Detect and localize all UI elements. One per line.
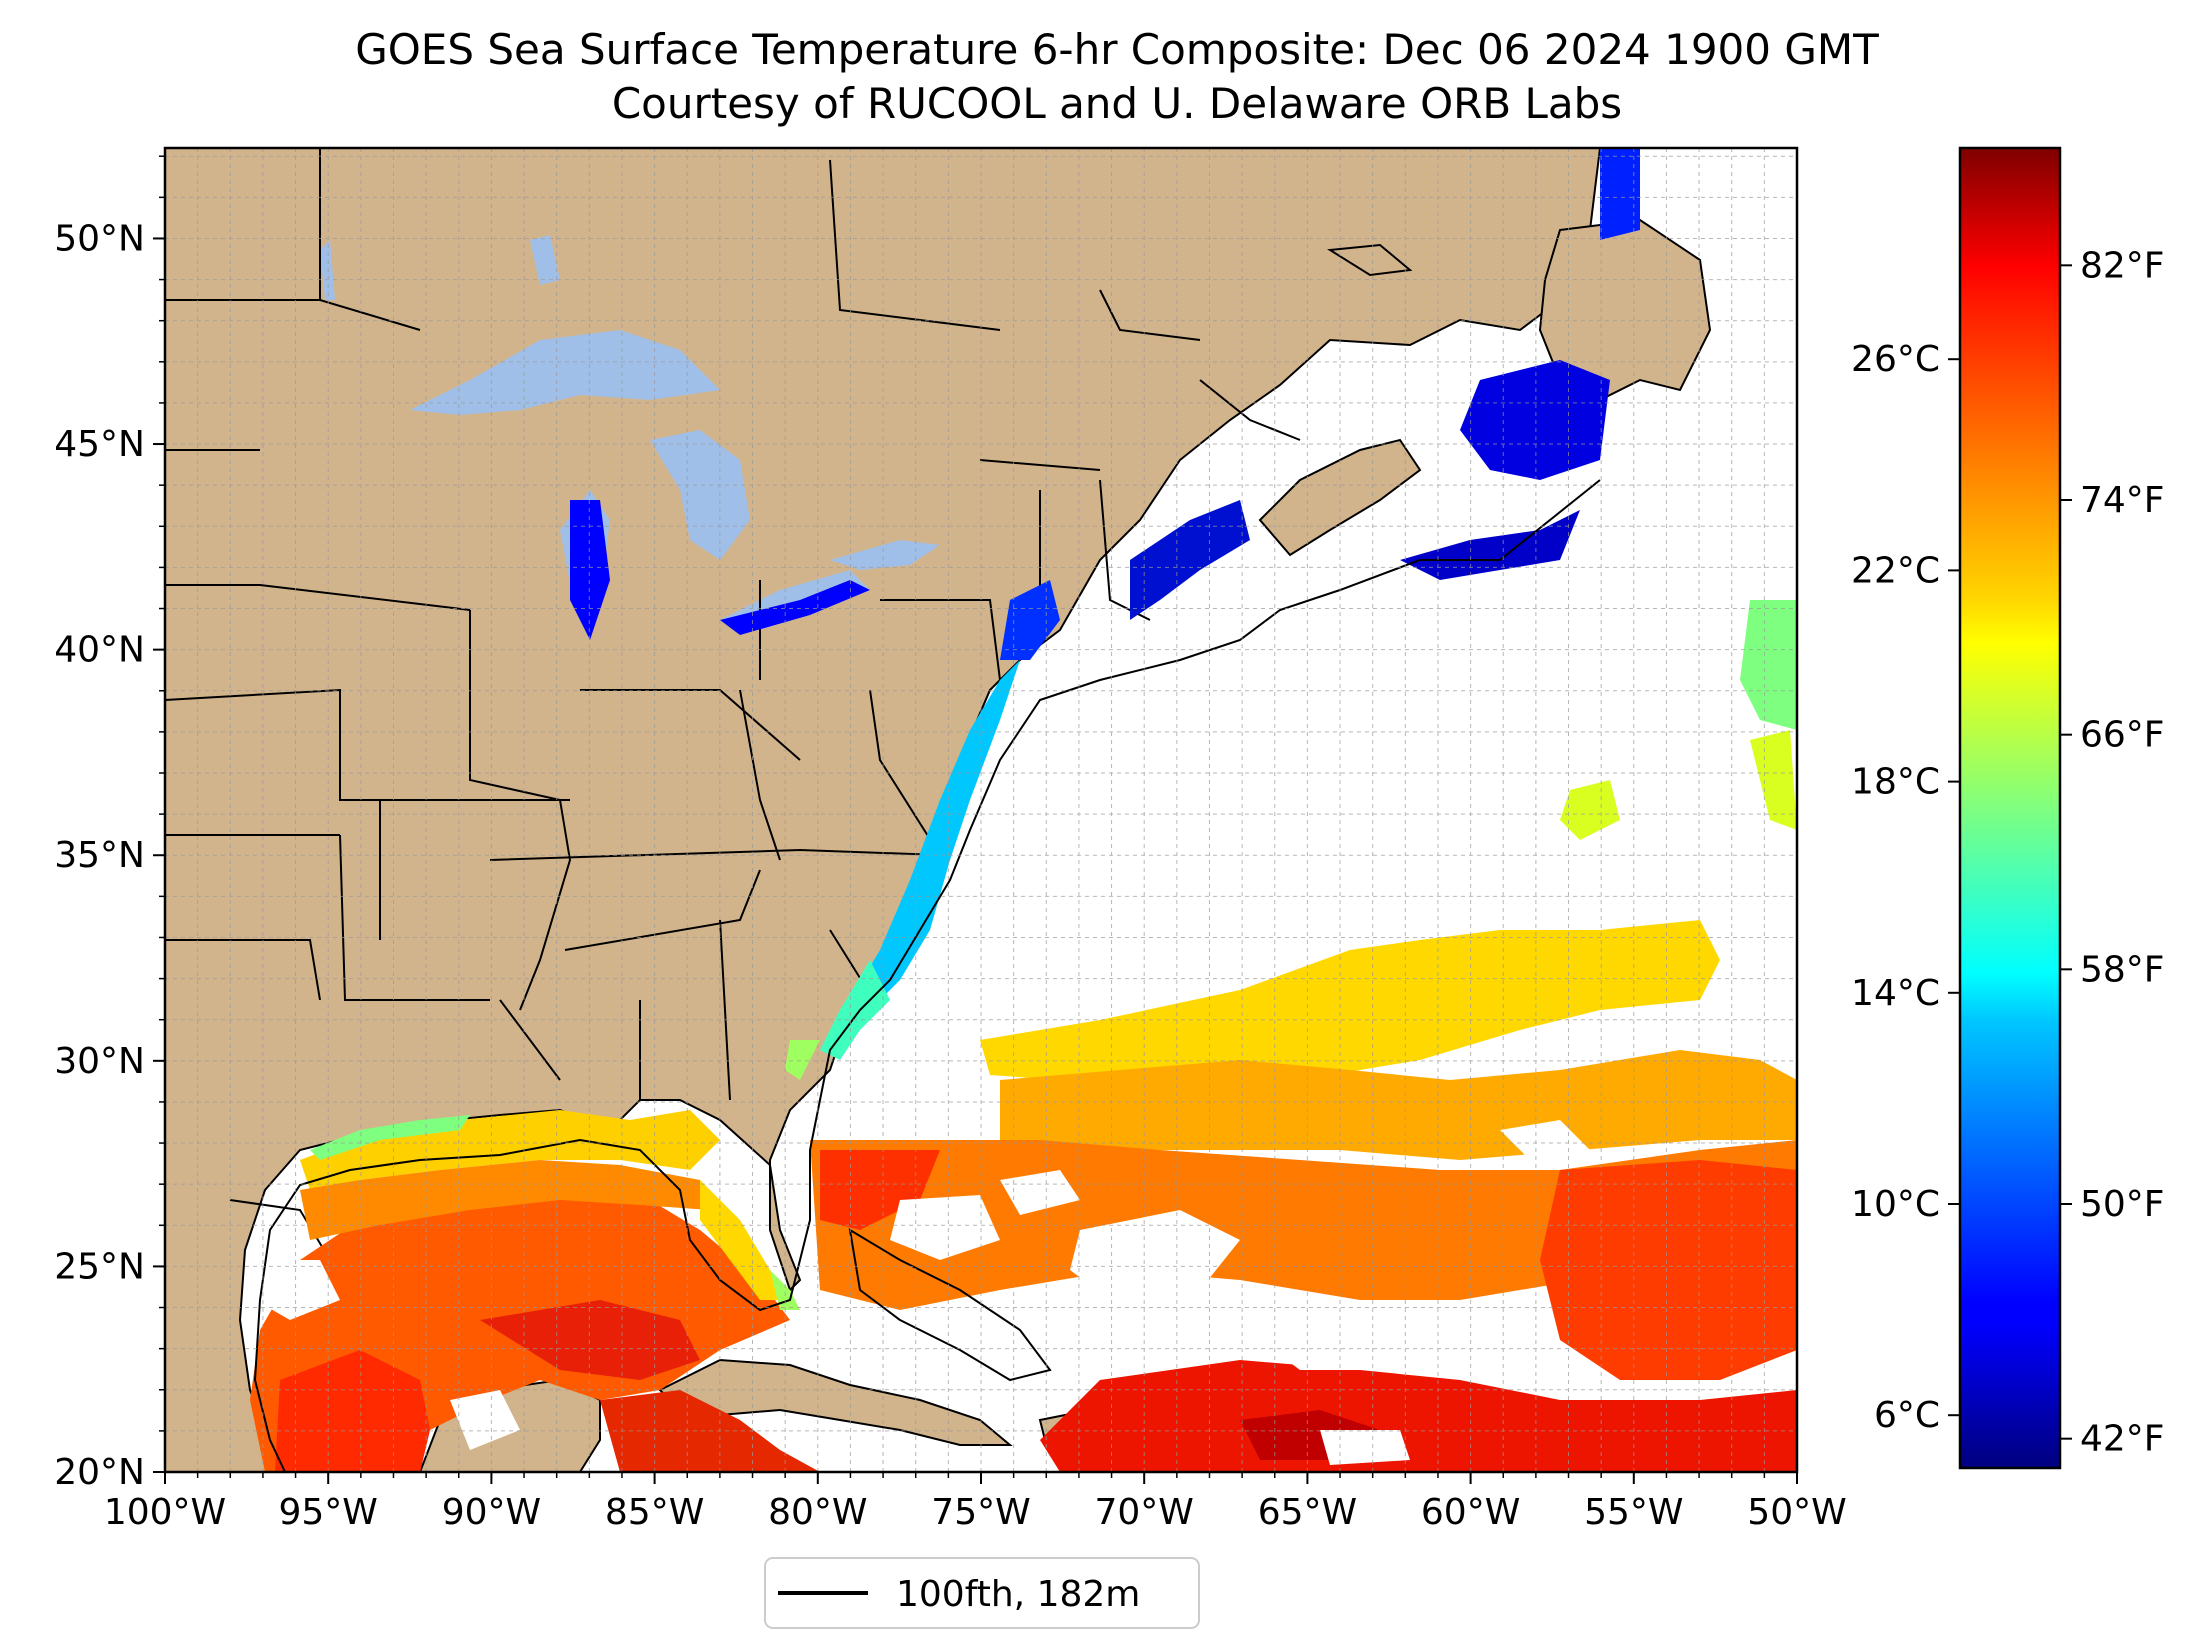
legend-box bbox=[764, 1557, 1200, 1629]
lon-tick-label: 80°W bbox=[768, 1492, 867, 1533]
land-cuba bbox=[658, 1358, 1013, 1446]
isobath-bahamas bbox=[848, 1228, 1052, 1382]
colorbar-fahrenheit-ticks: 42°F 50°F 58°F 66°F 74°F 82°F bbox=[2060, 245, 2165, 1460]
lat-tick-label: 45°N bbox=[54, 424, 145, 465]
colorbar-celsius-label: 26°C bbox=[1851, 339, 1940, 380]
colorbar-celsius-label: 22°C bbox=[1851, 550, 1940, 591]
land-pei bbox=[1326, 243, 1413, 277]
lat-tick-label: 25°N bbox=[54, 1246, 145, 1287]
land-nova-scotia bbox=[1258, 438, 1422, 557]
lon-tick-label: 95°W bbox=[278, 1492, 377, 1533]
colorbar-fahrenheit-label: 82°F bbox=[2080, 245, 2165, 286]
map-panel bbox=[165, 148, 1797, 1472]
lon-tick-label: 60°W bbox=[1421, 1492, 1520, 1533]
lat-tick-label: 30°N bbox=[54, 1041, 145, 1082]
lat-tick-label: 50°N bbox=[54, 218, 145, 259]
colorbar-fahrenheit-label: 58°F bbox=[2080, 949, 2165, 990]
legend: 100fth, 182m bbox=[764, 1557, 1200, 1629]
longitude-axis: 100°W 95°W 90°W 85°W 80°W 75°W 70°W 65°W 60°W 55°… bbox=[104, 1472, 1847, 1533]
map-title-line1: GOES Sea Surface Temperature 6-hr Compos… bbox=[355, 25, 1879, 74]
colorbar: 6°C 10°C 14°C 18°C 22°C 26°C 42°F 50°F 58°F 66°F… bbox=[1851, 146, 2165, 1470]
lon-tick-label: 100°W bbox=[104, 1492, 226, 1533]
map-title-line2: Courtesy of RUCOOL and U. Delaware ORB L… bbox=[612, 79, 1622, 128]
lat-tick-label: 35°N bbox=[54, 835, 145, 876]
lat-tick-label: 40°N bbox=[54, 630, 145, 671]
lon-tick-label: 85°W bbox=[605, 1492, 704, 1533]
colorbar-celsius-label: 10°C bbox=[1851, 1184, 1940, 1225]
colorbar-celsius-label: 14°C bbox=[1851, 973, 1940, 1014]
colorbar-fahrenheit-label: 66°F bbox=[2080, 715, 2165, 756]
lon-tick-label: 90°W bbox=[442, 1492, 541, 1533]
lon-tick-label: 55°W bbox=[1584, 1492, 1683, 1533]
map-gridlines bbox=[165, 148, 1797, 1472]
lat-tick-label: 20°N bbox=[54, 1452, 145, 1493]
colorbar-fahrenheit-label: 50°F bbox=[2080, 1184, 2165, 1225]
colorbar-gradient bbox=[1958, 146, 2062, 1470]
colorbar-fahrenheit-label: 74°F bbox=[2080, 480, 2165, 521]
colorbar-fahrenheit-label: 42°F bbox=[2080, 1419, 2165, 1460]
legend-isobath-label: 100fth, 182m bbox=[896, 1574, 1140, 1615]
isobath-100fth bbox=[253, 479, 1601, 1472]
latitude-axis: 20°N 25°N 30°N 35°N 40°N 45°N 50°N bbox=[54, 155, 165, 1493]
lon-tick-label: 75°W bbox=[931, 1492, 1030, 1533]
political-borders bbox=[165, 148, 1301, 1301]
land-newfoundland bbox=[1538, 218, 1712, 402]
lon-tick-label: 50°W bbox=[1747, 1492, 1846, 1533]
colorbar-celsius-ticks: 6°C 10°C 14°C 18°C 22°C 26°C bbox=[1851, 339, 1960, 1436]
lon-tick-label: 70°W bbox=[1094, 1492, 1193, 1533]
lon-tick-label: 65°W bbox=[1258, 1492, 1357, 1533]
sst-field bbox=[250, 148, 1797, 1472]
colorbar-celsius-label: 6°C bbox=[1874, 1395, 1940, 1436]
colorbar-celsius-label: 18°C bbox=[1851, 762, 1940, 803]
